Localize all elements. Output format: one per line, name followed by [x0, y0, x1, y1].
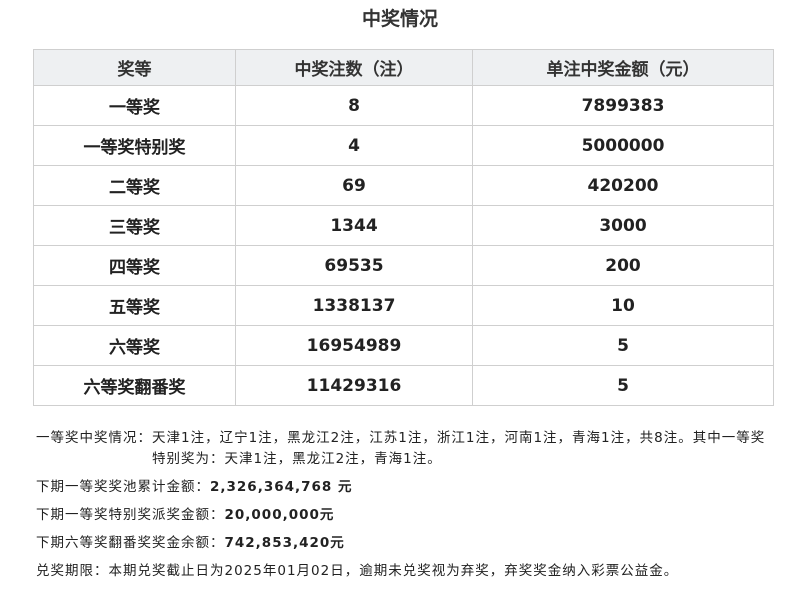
table-row: 五等奖 1338137 10 [33, 285, 774, 326]
cell-prize-level: 六等奖 [33, 325, 236, 366]
double-label: 下期六等奖翻番奖奖金余额： [36, 535, 225, 551]
pool-line: 下期一等奖奖池累计金额： 2,326,364,768 元 [36, 477, 776, 498]
cell-prize-level: 一等奖特别奖 [33, 125, 236, 166]
table-row: 六等奖 16954989 5 [33, 325, 774, 366]
cell-prize-amount: 10 [472, 285, 774, 326]
cell-winner-count: 1344 [235, 205, 473, 246]
first-prize-details: 一等奖中奖情况： 天津1注，辽宁1注，黑龙江2注，江苏1注，浙江1注，河南1注，… [36, 428, 776, 470]
cell-winner-count: 16954989 [235, 325, 473, 366]
cell-winner-count: 1338137 [235, 285, 473, 326]
special-line: 下期一等奖特别奖派奖金额： 20,000,000元 [36, 505, 776, 526]
page-title: 中奖情况 [361, 8, 438, 30]
cell-winner-count: 11429316 [235, 365, 473, 406]
deadline-label: 兑奖期限： [36, 563, 109, 579]
table-row: 三等奖 1344 3000 [33, 205, 774, 246]
cell-prize-amount: 200 [472, 245, 774, 286]
first-prize-label: 一等奖中奖情况： [36, 430, 152, 446]
header-winner-count: 中奖注数（注） [235, 49, 473, 86]
cell-winner-count: 69 [235, 165, 473, 206]
table-row: 一等奖特别奖 4 5000000 [33, 125, 774, 166]
table-row: 六等奖翻番奖 11429316 5 [33, 365, 774, 406]
double-value: 742,853,420元 [224, 535, 345, 551]
cell-prize-level: 五等奖 [33, 285, 236, 326]
table-row: 一等奖 8 7899383 [33, 85, 774, 126]
cell-prize-level: 一等奖 [33, 85, 236, 126]
double-line: 下期六等奖翻番奖奖金余额： 742,853,420元 [36, 533, 776, 554]
first-prize-text: 天津1注，辽宁1注，黑龙江2注，江苏1注，浙江1注，河南1注，青海1注，共8注。… [152, 430, 766, 467]
table-header-row: 奖等 中奖注数（注） 单注中奖金额（元） [33, 49, 774, 86]
cell-prize-level: 六等奖翻番奖 [33, 365, 236, 406]
cell-prize-level: 三等奖 [33, 205, 236, 246]
cell-prize-amount: 5 [472, 365, 774, 406]
cell-prize-amount: 420200 [472, 165, 774, 206]
notes: 一等奖中奖情况： 天津1注，辽宁1注，黑龙江2注，江苏1注，浙江1注，河南1注，… [36, 428, 776, 589]
cell-prize-amount: 3000 [472, 205, 774, 246]
cell-winner-count: 4 [235, 125, 473, 166]
deadline-line: 兑奖期限： 本期兑奖截止日为2025年01月02日，逾期未兑奖视为弃奖，弃奖奖金… [36, 561, 776, 582]
cell-winner-count: 8 [235, 85, 473, 126]
special-value: 20,000,000元 [224, 507, 335, 523]
cell-prize-amount: 7899383 [472, 85, 774, 126]
pool-value: 2,326,364,768 元 [210, 479, 353, 495]
deadline-text: 本期兑奖截止日为2025年01月02日，逾期未兑奖视为弃奖，弃奖奖金纳入彩票公益… [108, 563, 679, 579]
pool-label: 下期一等奖奖池累计金额： [36, 479, 210, 495]
cell-prize-amount: 5000000 [472, 125, 774, 166]
cell-prize-level: 四等奖 [33, 245, 236, 286]
header-prize-level: 奖等 [33, 49, 236, 86]
table-row: 四等奖 69535 200 [33, 245, 774, 286]
cell-winner-count: 69535 [235, 245, 473, 286]
prize-table: 奖等 中奖注数（注） 单注中奖金额（元） 一等奖 8 7899383 一等奖特别奖 4 5… [33, 49, 774, 406]
table-row: 二等奖 69 420200 [33, 165, 774, 206]
cell-prize-level: 二等奖 [33, 165, 236, 206]
cell-prize-amount: 5 [472, 325, 774, 366]
header-prize-amount: 单注中奖金额（元） [472, 49, 774, 86]
special-label: 下期一等奖特别奖派奖金额： [36, 507, 225, 523]
